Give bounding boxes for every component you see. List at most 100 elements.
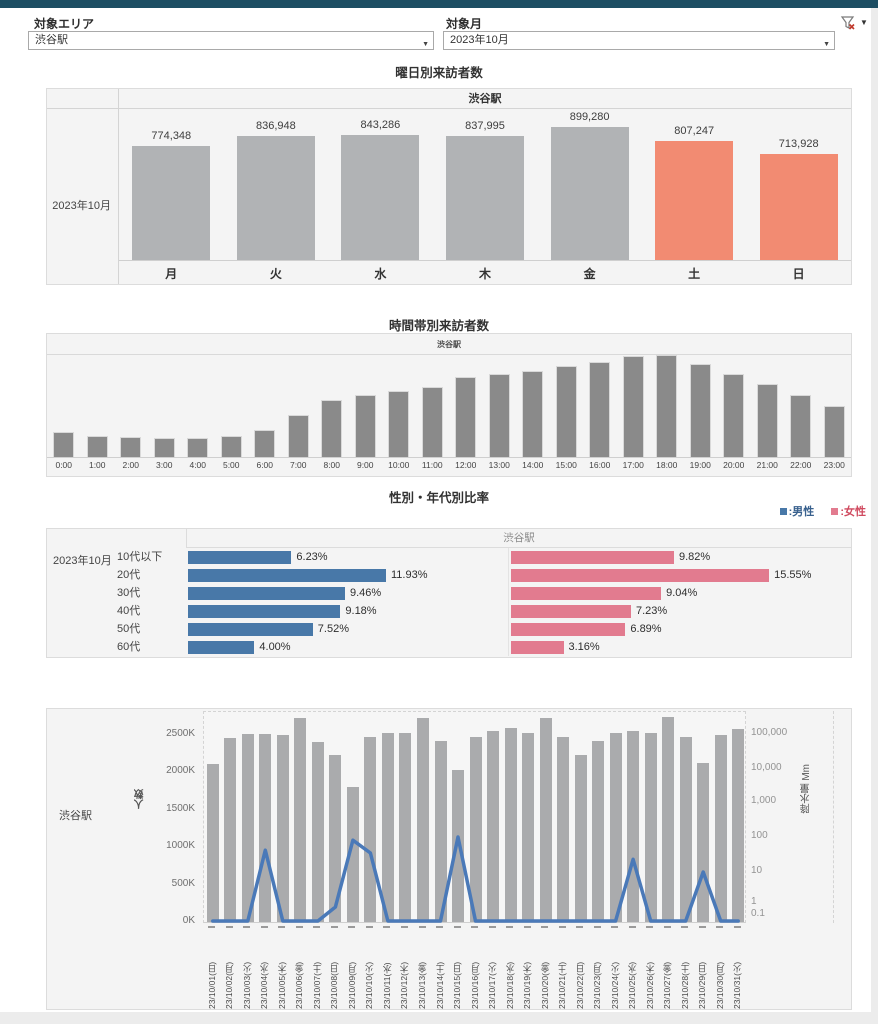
area-filter-select[interactable]: 渋谷駅 ▼ xyxy=(28,31,434,50)
hourly-bar[interactable] xyxy=(756,383,778,457)
male-ratio-value: 11.93% xyxy=(391,569,428,581)
daily-visitors-bar[interactable] xyxy=(487,730,499,922)
hourly-bar[interactable] xyxy=(388,390,410,457)
female-ratio-bar[interactable] xyxy=(511,640,564,654)
daily-visitors-bar[interactable] xyxy=(662,717,675,922)
daily-visitors-bar[interactable] xyxy=(539,717,552,922)
chart-title-hourly: 時間帯別来訪者数 xyxy=(388,319,489,333)
daily-visitors-bar[interactable] xyxy=(276,735,289,922)
daily-visitors-bar[interactable] xyxy=(627,730,640,922)
daily-visitors-bar[interactable] xyxy=(557,736,570,922)
hourly-axis-label: 6:00 xyxy=(256,460,274,470)
chevron-down-icon[interactable]: ▼ xyxy=(823,41,830,48)
female-ratio-bar[interactable] xyxy=(511,622,626,636)
daily-visitors-bar[interactable] xyxy=(329,754,342,922)
hourly-bar[interactable] xyxy=(555,366,577,457)
date-axis-label: 23/10/11(水) xyxy=(381,962,392,1009)
daily-visitors-bar[interactable] xyxy=(241,733,254,922)
area-filter-label: 対象エリア xyxy=(34,17,95,31)
male-ratio-bar[interactable] xyxy=(188,568,386,582)
date-tick-mark xyxy=(698,926,706,928)
weekday-bar[interactable] xyxy=(759,154,838,260)
month-filter-select[interactable]: 2023年10月 ▼ xyxy=(443,31,835,50)
legend-item-female: :女性 xyxy=(831,503,866,519)
male-ratio-bar[interactable] xyxy=(188,622,313,636)
daily-visitors-bar[interactable] xyxy=(609,733,622,922)
daily-visitors-bar[interactable] xyxy=(381,733,394,922)
weekday-axis-label: 日 xyxy=(792,267,805,281)
hourly-bar[interactable] xyxy=(455,377,477,457)
daily-visitors-bar[interactable] xyxy=(224,738,237,922)
row-label-station: 渋谷駅 xyxy=(59,810,92,822)
daily-visitors-bar[interactable] xyxy=(311,742,324,922)
daily-visitors-bar[interactable] xyxy=(592,741,605,922)
hourly-axis-label: 8:00 xyxy=(323,460,341,470)
weekday-bar[interactable] xyxy=(132,145,211,260)
hourly-bar[interactable] xyxy=(689,364,711,457)
male-ratio-bar[interactable] xyxy=(188,604,341,618)
daily-visitors-bar[interactable] xyxy=(452,770,464,922)
daily-visitors-bar[interactable] xyxy=(434,740,447,922)
hourly-bar[interactable] xyxy=(656,355,678,457)
daily-visitors-bar[interactable] xyxy=(697,762,710,922)
weekday-bar[interactable] xyxy=(446,136,524,260)
hourly-bar[interactable] xyxy=(120,436,142,457)
date-tick-mark xyxy=(436,926,443,928)
hourly-bar[interactable] xyxy=(488,374,510,457)
weekday-bar[interactable] xyxy=(655,140,734,260)
male-ratio-bar[interactable] xyxy=(188,640,255,654)
chevron-down-icon[interactable]: ▼ xyxy=(422,41,429,48)
filter-menu-caret-icon[interactable]: ▼ xyxy=(860,18,868,27)
daily-visitors-bar[interactable] xyxy=(644,733,657,922)
female-ratio-bar[interactable] xyxy=(511,550,674,564)
hourly-bar[interactable] xyxy=(354,394,376,457)
weekday-bar[interactable] xyxy=(236,136,315,260)
area-filter-value: 渋谷駅 xyxy=(35,34,68,46)
daily-visitors-bar[interactable] xyxy=(504,727,517,922)
hourly-bar[interactable] xyxy=(187,437,209,457)
hourly-bar[interactable] xyxy=(321,399,343,457)
male-ratio-bar[interactable] xyxy=(188,586,345,600)
daily-visitors-bar[interactable] xyxy=(469,736,482,922)
hourly-bar[interactable] xyxy=(421,386,443,457)
hourly-bar[interactable] xyxy=(220,435,242,457)
female-ratio-bar[interactable] xyxy=(511,604,631,618)
date-tick-mark xyxy=(576,926,584,928)
hourly-bar[interactable] xyxy=(254,429,276,457)
hourly-bar[interactable] xyxy=(790,394,812,457)
right-axis-tick-label: 100 xyxy=(751,830,768,841)
male-ratio-bar[interactable] xyxy=(188,550,292,564)
female-ratio-bar[interactable] xyxy=(511,586,662,600)
daily-visitors-bar[interactable] xyxy=(417,717,429,922)
hourly-bar[interactable] xyxy=(53,431,75,457)
hourly-bar[interactable] xyxy=(522,371,544,457)
daily-visitors-bar[interactable] xyxy=(364,736,377,922)
daily-visitors-bar[interactable] xyxy=(259,733,272,922)
hourly-bar[interactable] xyxy=(153,437,175,457)
hourly-bar[interactable] xyxy=(287,415,309,457)
daily-visitors-bar[interactable] xyxy=(522,733,534,922)
daily-visitors-bar[interactable] xyxy=(574,754,587,922)
hourly-bar[interactable] xyxy=(823,406,845,457)
daily-visitors-bar[interactable] xyxy=(679,736,692,922)
daily-visitors-bar[interactable] xyxy=(294,717,307,922)
date-tick-mark xyxy=(558,926,566,928)
weekday-bar[interactable] xyxy=(341,135,420,260)
daily-visitors-bar[interactable] xyxy=(714,734,727,922)
clear-filter-icon[interactable] xyxy=(840,15,856,31)
female-ratio-bar[interactable] xyxy=(511,568,770,582)
daily-visitors-bar[interactable] xyxy=(346,787,359,922)
hourly-bar[interactable] xyxy=(86,435,108,457)
hourly-bar[interactable] xyxy=(723,374,745,457)
hourly-axis-label: 15:00 xyxy=(555,460,577,470)
hourly-bars-plot xyxy=(47,355,851,458)
daily-visitors-bar[interactable] xyxy=(206,764,219,922)
male-legend-swatch-icon xyxy=(779,508,787,515)
date-tick-mark xyxy=(471,926,478,928)
bar-value-label: 774,348 xyxy=(151,129,192,142)
weekday-bar[interactable] xyxy=(550,127,629,260)
hourly-bar[interactable] xyxy=(589,362,611,457)
daily-visitors-bar[interactable] xyxy=(732,728,745,922)
daily-visitors-bar[interactable] xyxy=(399,733,412,922)
hourly-bar[interactable] xyxy=(622,356,644,457)
